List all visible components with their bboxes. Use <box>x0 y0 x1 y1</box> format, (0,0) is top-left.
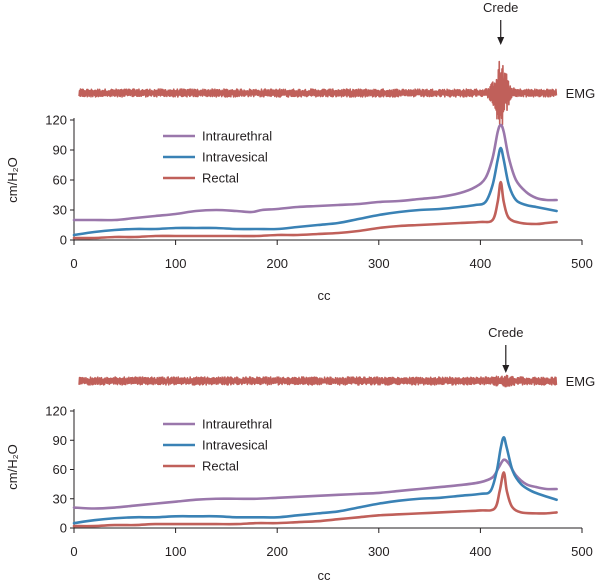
legend-label-rectal: Rectal <box>202 171 239 186</box>
legend-label-rectal: Rectal <box>202 459 239 474</box>
legend-label-intravesical: Intravesical <box>202 438 268 453</box>
chart-panel-2: 0 30 60 90 120 0 100 200 300 400 500 cc cm/H₂O EMG Cre… <box>5 325 595 583</box>
y-tick-label: 90 <box>53 433 67 448</box>
crede-arrow-head <box>497 37 505 45</box>
x-tick-label: 400 <box>470 544 492 559</box>
emg-label: EMG <box>566 86 596 101</box>
series-line-rectal <box>72 180 558 240</box>
series-line-intravesical <box>72 146 558 237</box>
x-tick-label: 200 <box>266 544 288 559</box>
series-line-intraurethral <box>72 458 558 510</box>
x-tick-label: 300 <box>368 544 390 559</box>
y-tick-label: 30 <box>53 203 67 218</box>
emg-trace <box>78 60 558 126</box>
x-tick-label: 500 <box>571 544 593 559</box>
x-axis-label: cc <box>318 288 332 303</box>
y-tick-label: 60 <box>53 173 67 188</box>
x-axis-label: cc <box>318 568 332 583</box>
legend-label-intravesical: Intravesical <box>202 150 268 165</box>
y-tick-label: 90 <box>53 143 67 158</box>
crede-arrow-head <box>502 365 510 373</box>
y-tick-label: 120 <box>45 113 67 128</box>
x-tick-label: 0 <box>70 256 77 271</box>
crede-label: Crede <box>488 325 523 340</box>
x-tick-label: 0 <box>70 544 77 559</box>
y-tick-label: 0 <box>60 233 67 248</box>
y-axis-label: cm/H₂O <box>5 444 20 490</box>
emg-label: EMG <box>566 374 596 389</box>
y-tick-label: 120 <box>45 404 67 419</box>
x-tick-label: 500 <box>571 256 593 271</box>
y-tick-label: 0 <box>60 521 67 536</box>
series-line-intravesical <box>72 436 558 525</box>
x-tick-label: 100 <box>165 544 187 559</box>
x-tick-label: 200 <box>266 256 288 271</box>
y-axis-label: cm/H₂O <box>5 157 20 203</box>
x-tick-label: 100 <box>165 256 187 271</box>
x-tick-label: 300 <box>368 256 390 271</box>
emg-trace <box>78 374 558 388</box>
x-tick-label: 400 <box>470 256 492 271</box>
crede-label: Crede <box>483 0 518 15</box>
series-line-rectal <box>72 471 558 528</box>
legend-label-intraurethral: Intraurethral <box>202 417 272 432</box>
chart-panel-1: 0 30 60 90 120 0 100 200 300 400 500 cc cm/H₂O EMG Cre… <box>5 0 595 303</box>
y-tick-label: 60 <box>53 462 67 477</box>
legend-label-intraurethral: Intraurethral <box>202 129 272 144</box>
y-tick-label: 30 <box>53 491 67 506</box>
series-line-intraurethral <box>72 123 558 222</box>
